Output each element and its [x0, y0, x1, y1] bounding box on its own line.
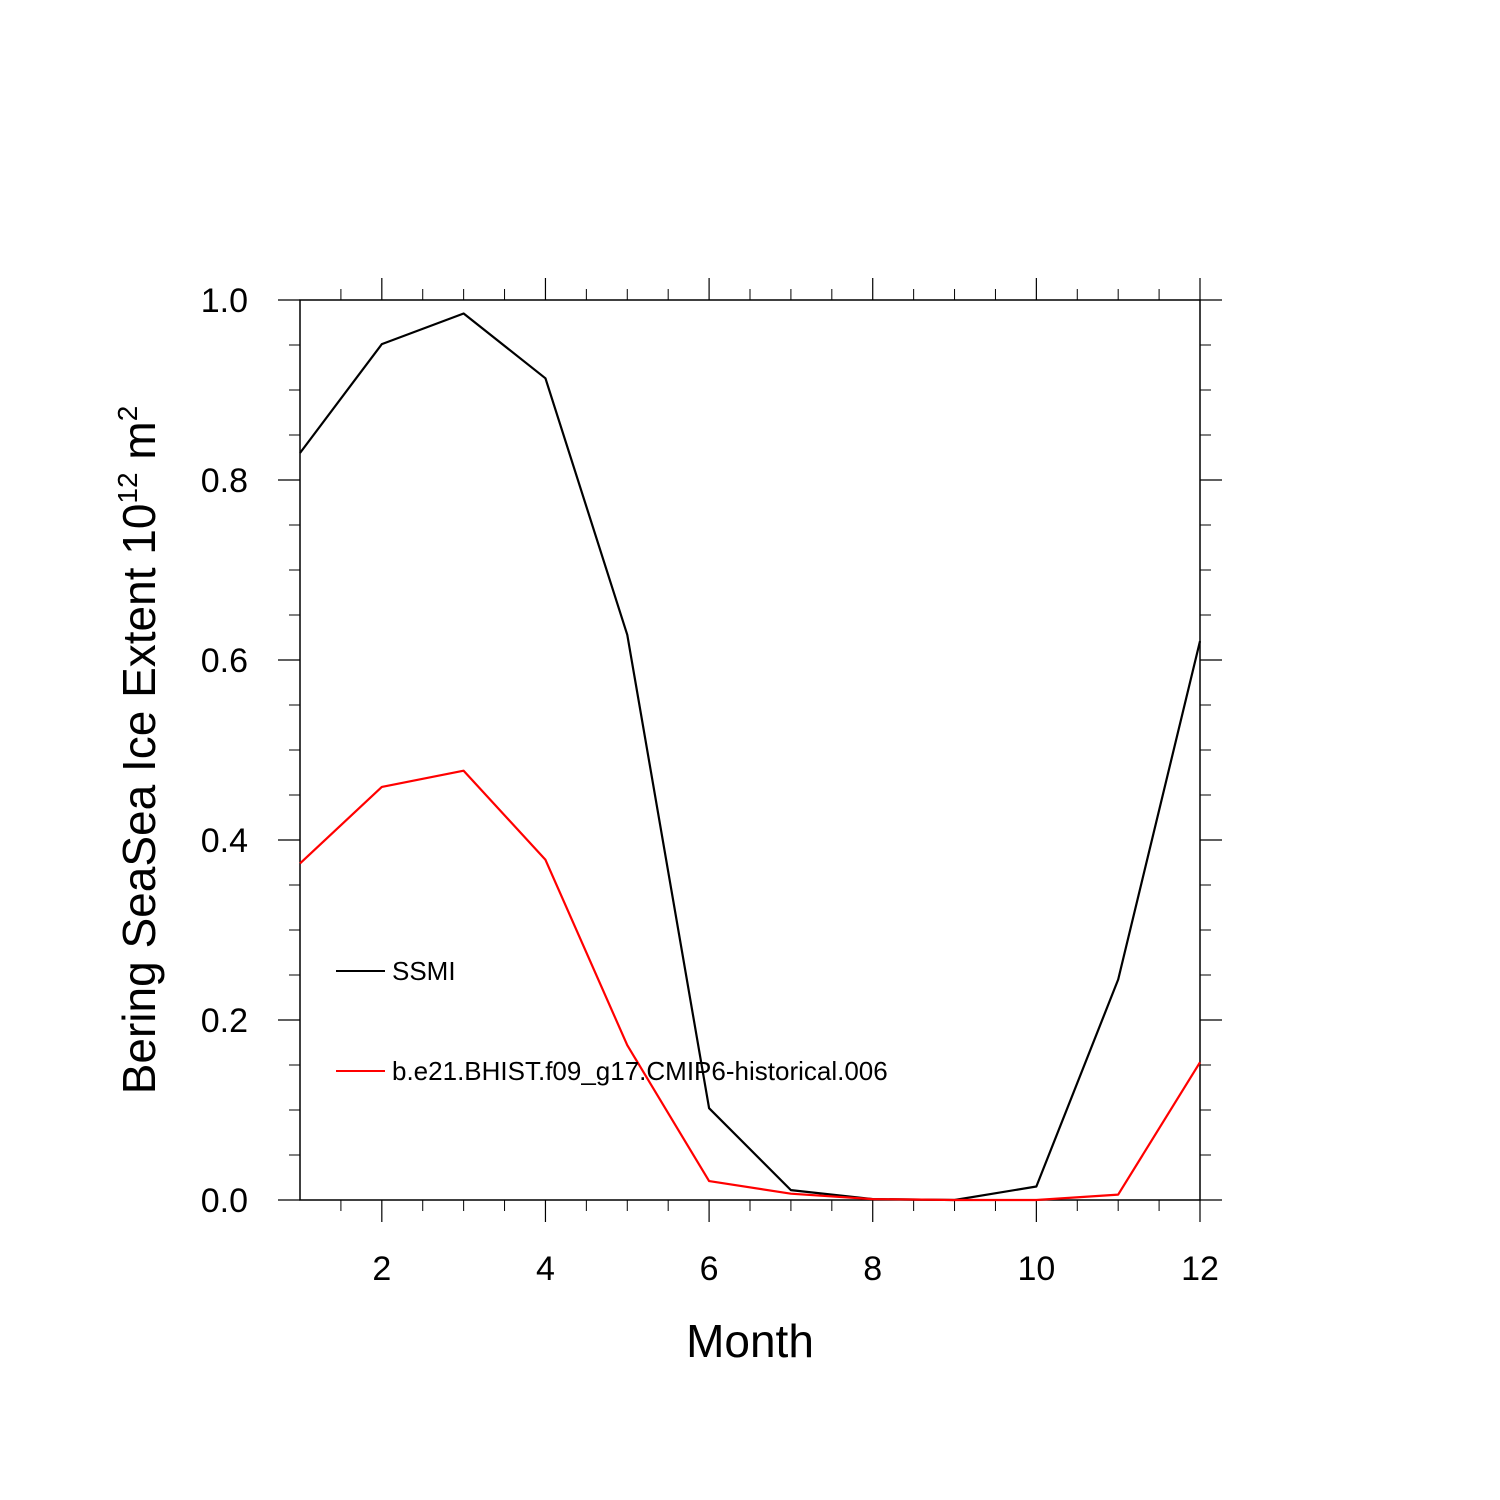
- legend: SSMI b.e21.BHIST.f09_g17.CMIP6-historica…: [336, 956, 888, 1086]
- y-axis-title: Bering SeaSea Ice Extent 1012 m2: [112, 406, 165, 1095]
- x-tick-label: 4: [536, 1250, 555, 1288]
- x-tick-label: 8: [863, 1250, 882, 1288]
- y-axis-title-unit: m: [113, 421, 165, 472]
- legend-label-model: b.e21.BHIST.f09_g17.CMIP6-historical.006: [392, 1056, 888, 1086]
- y-tick-label: 0.8: [201, 462, 248, 500]
- y-axis-title-unit-exponent: 2: [112, 406, 143, 422]
- y-tick-label: 0.6: [201, 642, 248, 680]
- legend-label-ssmi: SSMI: [392, 956, 456, 986]
- y-tick-label: 1.0: [201, 282, 248, 320]
- x-axis-title: Month: [686, 1315, 814, 1367]
- x-tick-label: 6: [700, 1250, 719, 1288]
- axis-ticks: [278, 278, 1222, 1222]
- series-line-1: [299, 769, 1201, 1202]
- series-line-0: [299, 312, 1202, 1202]
- plot-frame: [299, 299, 1201, 1201]
- y-tick-label: 0.2: [201, 1002, 248, 1040]
- series-layer: [299, 312, 1202, 1202]
- y-axis-title-prefix: Bering SeaSea Ice Extent 10: [113, 504, 165, 1095]
- y-tick-label: 0.0: [201, 1182, 248, 1220]
- y-tick-label: 0.4: [201, 822, 248, 860]
- y-axis-title-exponent: 12: [112, 472, 143, 503]
- x-tick-label: 12: [1181, 1250, 1219, 1288]
- tick-labels: 2 4 6 8 10 12 0.0 0.2 0.4 0.6 0.8 1.0: [201, 282, 1219, 1288]
- x-tick-label: 2: [372, 1250, 391, 1288]
- x-tick-label: 10: [1017, 1250, 1055, 1288]
